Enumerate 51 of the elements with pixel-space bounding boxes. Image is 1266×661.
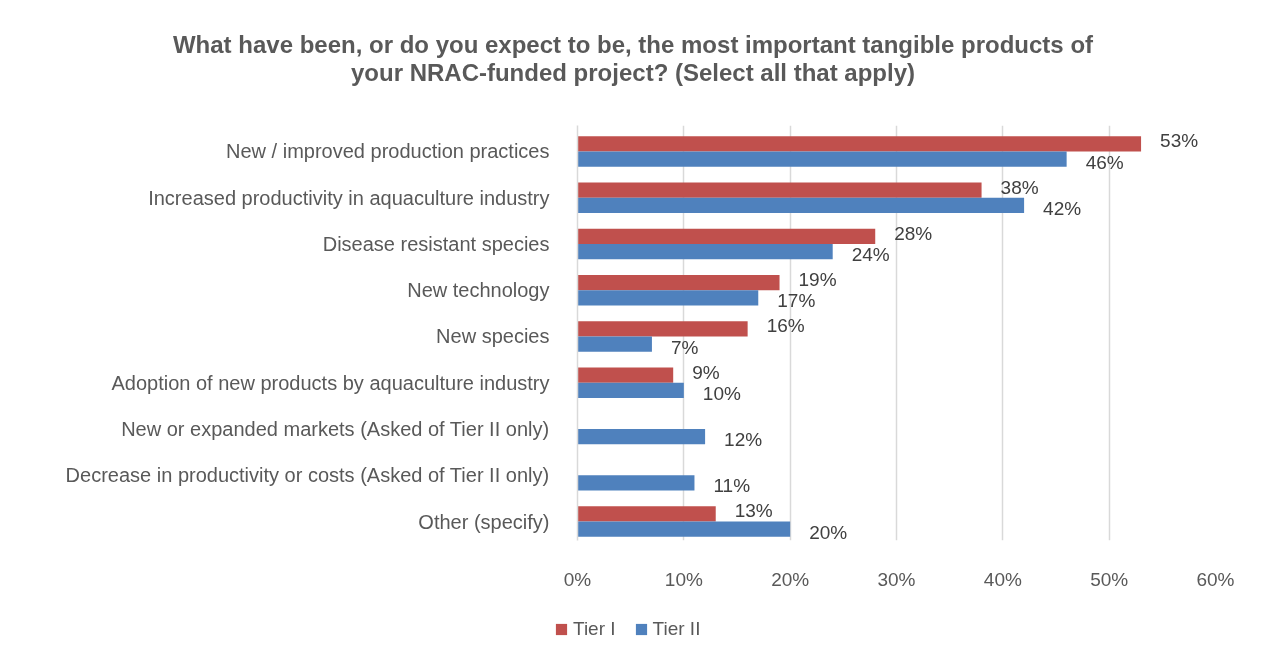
data-label: 7% bbox=[670, 336, 699, 358]
x-tick-label: 20% bbox=[771, 568, 810, 590]
bar bbox=[577, 151, 1067, 167]
y-tick-label: Adoption of new products by aquaculture industry bbox=[111, 371, 550, 394]
data-label: 17% bbox=[777, 290, 816, 312]
bar bbox=[577, 506, 716, 522]
y-tick-label: Disease resistant species bbox=[322, 232, 550, 255]
y-tick-label: New technology bbox=[407, 279, 550, 302]
y-tick-label: New / improved production practices bbox=[226, 140, 550, 163]
data-label: 53% bbox=[1160, 130, 1199, 152]
data-label: 19% bbox=[798, 269, 837, 291]
x-tick-label: 50% bbox=[1090, 568, 1129, 590]
data-label: 28% bbox=[894, 222, 933, 244]
bar bbox=[577, 367, 674, 383]
data-label: 11% bbox=[713, 475, 751, 497]
bar bbox=[577, 290, 759, 306]
data-label: 9% bbox=[692, 361, 720, 383]
bar bbox=[577, 521, 791, 537]
data-label: 13% bbox=[734, 500, 773, 522]
data-label: 46% bbox=[1085, 151, 1124, 173]
bar bbox=[577, 243, 833, 260]
bar bbox=[577, 429, 706, 445]
bar bbox=[577, 182, 982, 198]
bar bbox=[577, 228, 876, 244]
bar bbox=[577, 197, 1025, 213]
bar bbox=[577, 136, 1142, 152]
y-tick-label: Decrease in productivity or costs (Asked of Tier II only) bbox=[65, 464, 550, 487]
bar bbox=[577, 336, 652, 352]
data-label: 24% bbox=[851, 244, 890, 266]
x-tick-label: 10% bbox=[664, 568, 703, 590]
data-label: 16% bbox=[766, 315, 805, 337]
bar bbox=[577, 274, 780, 291]
data-label: 10% bbox=[702, 382, 741, 404]
y-tick-label: New species bbox=[436, 325, 550, 348]
y-tick-label: New or expanded markets (Asked of Tier II only) bbox=[121, 418, 550, 440]
data-label: 12% bbox=[724, 429, 763, 451]
x-tick-label: 0% bbox=[563, 568, 592, 590]
data-label: 38% bbox=[1000, 176, 1039, 198]
y-tick-label: Increased productivity in aquaculture industry bbox=[148, 186, 550, 209]
data-label: 42% bbox=[1043, 197, 1082, 219]
chart-title: What have been, or do you expect to be, the most important tangible products of your NRAC-funded project? (Select all that apply) bbox=[172, 31, 1094, 87]
legend-label: Tier I bbox=[573, 618, 616, 640]
legend-label: Tier II bbox=[652, 618, 701, 640]
x-tick-label: 40% bbox=[983, 568, 1022, 590]
data-label: 20% bbox=[809, 521, 848, 543]
bar bbox=[577, 475, 695, 491]
bar bbox=[577, 382, 684, 398]
x-tick-label: 60% bbox=[1196, 568, 1235, 590]
x-tick-label: 30% bbox=[877, 568, 916, 590]
y-tick-label: Other (specify) bbox=[418, 510, 550, 533]
bar bbox=[577, 321, 748, 337]
